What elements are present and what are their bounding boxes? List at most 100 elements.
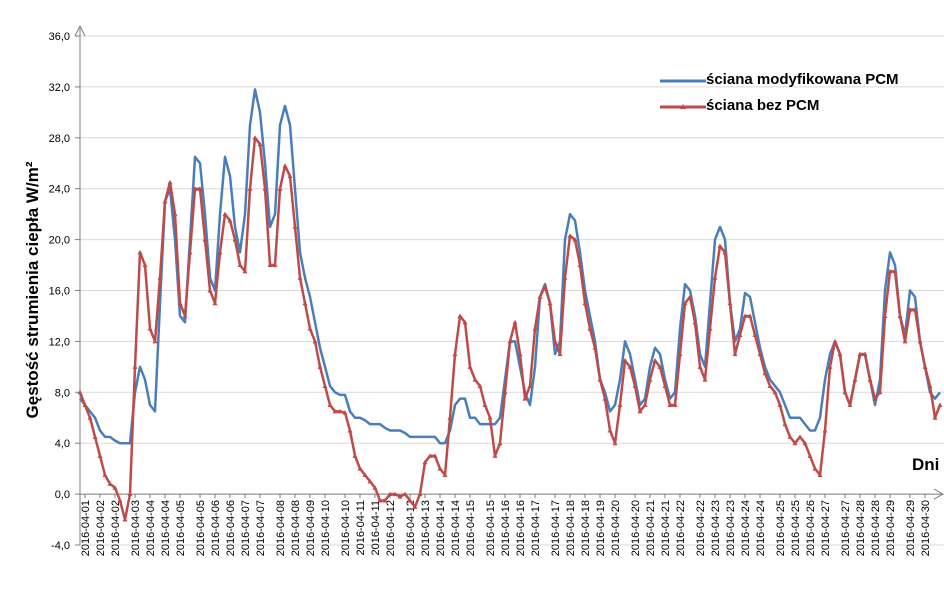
point-marker xyxy=(82,402,88,408)
legend-swatch xyxy=(660,104,706,109)
x-tick-label: 2016-04-01 xyxy=(80,500,92,556)
point-marker xyxy=(152,338,158,344)
x-tick-label: 2016-04-06 xyxy=(225,500,237,556)
x-tick-label: 2016-04-05 xyxy=(195,500,207,556)
point-marker xyxy=(937,402,943,408)
point-marker xyxy=(537,294,543,299)
point-marker xyxy=(187,249,193,255)
point-marker xyxy=(897,313,903,318)
point-marker xyxy=(222,211,228,217)
point-marker xyxy=(182,313,188,318)
legend-swatch xyxy=(660,79,706,83)
point-marker xyxy=(277,186,283,191)
point-marker xyxy=(292,224,298,229)
x-tick-label: 2016-04-14 xyxy=(435,500,447,556)
point-marker xyxy=(287,173,293,178)
x-tick-label: 2016-04-24 xyxy=(755,500,767,556)
point-marker xyxy=(237,262,243,268)
x-tick-label: 2016-04-15 xyxy=(485,500,497,556)
x-tick-label: 2016-04-09 xyxy=(305,500,317,556)
x-tick-label: 2016-04-02 xyxy=(95,500,107,556)
point-marker xyxy=(282,163,288,168)
y-tick-label: 16,0 xyxy=(49,286,70,298)
point-marker xyxy=(767,383,773,388)
point-marker xyxy=(297,275,303,280)
point-marker xyxy=(592,345,598,350)
point-marker xyxy=(487,415,493,420)
point-marker xyxy=(627,364,633,369)
x-axis-title: Dni xyxy=(912,455,939,474)
point-marker xyxy=(217,249,223,255)
point-marker xyxy=(912,307,918,312)
point-marker xyxy=(352,453,358,458)
point-marker xyxy=(657,364,663,369)
x-tick-label: 2016-04-24 xyxy=(740,500,752,556)
point-marker xyxy=(892,268,898,274)
point-marker xyxy=(602,396,608,401)
y-axis-title: Gęstość strumienia ciepła W/m² xyxy=(23,161,42,418)
x-tick-label: 2016-04-23 xyxy=(710,500,722,556)
point-marker xyxy=(757,351,763,357)
point-marker xyxy=(167,179,173,185)
point-marker xyxy=(697,364,703,369)
point-marker xyxy=(677,351,683,357)
x-tick-label: 2016-04-29 xyxy=(905,500,917,556)
point-marker xyxy=(252,135,258,140)
x-tick-label: 2016-04-10 xyxy=(340,500,352,556)
x-tick-label: 2016-04-02 xyxy=(110,500,122,556)
point-marker xyxy=(307,326,313,331)
point-marker xyxy=(147,326,153,331)
point-marker xyxy=(367,478,373,484)
point-marker xyxy=(462,319,468,325)
x-tick-label: 2016-04-06 xyxy=(210,500,222,556)
point-marker xyxy=(612,440,618,446)
point-marker xyxy=(807,453,813,458)
x-tick-label: 2016-04-25 xyxy=(775,500,787,556)
x-tick-label: 2016-04-22 xyxy=(675,500,687,556)
point-marker xyxy=(357,466,363,471)
x-tick-label: 2016-04-08 xyxy=(275,500,287,556)
point-marker xyxy=(877,389,883,395)
point-marker xyxy=(452,351,458,357)
x-tick-label: 2016-04-28 xyxy=(855,500,867,556)
point-marker xyxy=(587,326,593,331)
point-marker xyxy=(682,300,688,306)
point-marker xyxy=(557,351,563,357)
point-marker xyxy=(567,233,573,238)
point-marker xyxy=(522,396,528,401)
point-marker xyxy=(787,434,793,439)
point-marker xyxy=(832,338,838,344)
point-marker xyxy=(867,377,873,382)
point-marker xyxy=(467,364,473,369)
x-tick-label: 2016-04-21 xyxy=(645,500,657,556)
point-marker xyxy=(827,364,833,369)
x-tick-label: 2016-04-20 xyxy=(630,500,642,556)
point-marker xyxy=(802,440,808,446)
x-tick-label: 2016-04-19 xyxy=(595,500,607,556)
x-tick-label: 2016-04-26 xyxy=(805,500,817,556)
point-marker xyxy=(667,402,673,408)
point-marker xyxy=(492,453,498,458)
point-marker xyxy=(737,332,743,338)
x-tick-label: 2016-04-17 xyxy=(550,500,562,556)
point-marker xyxy=(447,415,453,420)
point-marker xyxy=(362,472,368,478)
point-marker xyxy=(232,237,238,242)
point-marker xyxy=(632,383,638,388)
point-marker xyxy=(742,313,748,318)
point-marker xyxy=(337,408,343,414)
point-marker xyxy=(242,268,248,274)
point-marker xyxy=(437,466,443,471)
legend-label: ściana modyfikowana PCM xyxy=(706,71,899,88)
point-marker xyxy=(472,377,478,382)
point-marker xyxy=(132,364,138,369)
point-marker xyxy=(387,491,393,497)
point-marker xyxy=(427,453,433,458)
point-marker xyxy=(92,434,98,439)
point-marker xyxy=(572,237,578,242)
point-marker xyxy=(752,332,758,338)
x-tick-label: 2016-04-10 xyxy=(320,500,332,556)
y-tick-label: 24,0 xyxy=(49,184,70,196)
